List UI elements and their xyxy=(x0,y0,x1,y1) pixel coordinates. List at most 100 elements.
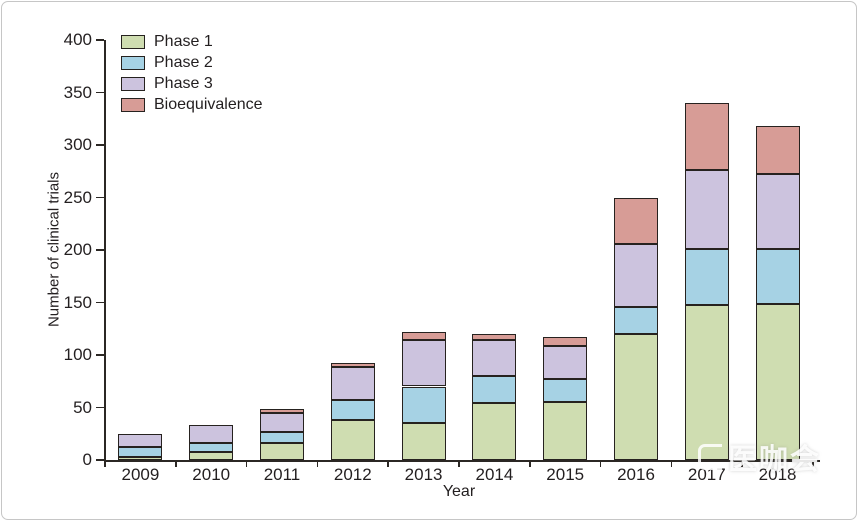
bar-segment xyxy=(189,451,234,460)
legend-swatch xyxy=(121,34,145,49)
x-tick xyxy=(316,460,319,467)
bar-segment xyxy=(543,379,588,403)
x-tick xyxy=(812,460,814,467)
legend-swatch xyxy=(121,97,145,112)
x-tick-label: 2016 xyxy=(617,465,655,484)
bar-segment xyxy=(614,197,658,244)
bar-segment xyxy=(401,331,446,341)
legend-item: Bioequivalence xyxy=(121,96,263,113)
legend-swatch xyxy=(121,76,145,91)
y-axis-line xyxy=(104,40,106,461)
x-tick-label: 2015 xyxy=(546,465,585,484)
watermark-text: 医咖会 xyxy=(728,444,822,476)
x-tick-label: 2011 xyxy=(263,465,301,484)
y-tick xyxy=(96,406,104,409)
y-tick-label: 200 xyxy=(63,240,92,259)
x-tick xyxy=(387,460,390,467)
y-axis-title: Number of clinical trials xyxy=(45,171,63,328)
bar-segment xyxy=(330,400,375,421)
y-tick xyxy=(96,301,104,304)
bar-segment xyxy=(189,443,234,452)
bar-segment xyxy=(755,248,800,304)
watermark: 医咖会 xyxy=(698,436,858,490)
watermark-logo-icon xyxy=(698,444,722,470)
legend-label: Phase 1 xyxy=(154,33,213,50)
bar-segment xyxy=(401,386,446,424)
legend-item: Phase 1 xyxy=(121,33,263,50)
x-tick-label: 2012 xyxy=(333,465,372,484)
x-tick-label: 2010 xyxy=(192,465,231,484)
bar-segment xyxy=(189,425,234,444)
x-tick-label: 2018 xyxy=(758,465,797,484)
y-tick xyxy=(96,144,104,146)
bar-segment xyxy=(684,248,729,305)
bar-segment xyxy=(614,243,658,307)
bar-segment xyxy=(755,174,800,249)
y-tick-label: 0 xyxy=(82,450,92,469)
y-tick-label: 400 xyxy=(63,30,92,49)
bar-segment xyxy=(684,103,729,171)
legend-swatch xyxy=(121,55,145,70)
y-tick xyxy=(96,91,104,94)
bar-segment xyxy=(118,456,163,460)
y-tick xyxy=(96,249,104,251)
bar-segment xyxy=(472,340,517,376)
bar-segment xyxy=(260,408,304,413)
x-tick xyxy=(741,460,744,467)
y-tick xyxy=(96,354,104,356)
bar-segment xyxy=(260,412,304,432)
x-tick xyxy=(599,460,602,467)
bar-segment xyxy=(614,334,658,460)
bar-segment xyxy=(401,340,446,387)
x-tick-label: 2009 xyxy=(121,465,160,484)
bar-segment xyxy=(330,366,375,401)
y-tick xyxy=(96,459,104,461)
bar-segment xyxy=(472,334,517,341)
bar-segment xyxy=(118,447,163,457)
bar-segment xyxy=(684,304,729,460)
bar-segment xyxy=(543,345,588,380)
x-tick-label: 2014 xyxy=(475,465,514,484)
x-tick xyxy=(458,460,460,467)
bar-segment xyxy=(543,337,588,346)
bar-segment xyxy=(543,402,588,460)
legend: Phase 1 Phase 2 Phase 3 Bioequivalence xyxy=(121,33,263,113)
bar-segment xyxy=(260,443,304,460)
y-tick xyxy=(96,39,104,41)
y-tick-label: 100 xyxy=(63,345,92,364)
legend-label: Phase 2 xyxy=(154,54,213,71)
y-tick-label: 350 xyxy=(63,82,92,102)
legend-label: Bioequivalence xyxy=(154,96,263,113)
x-tick xyxy=(670,460,673,467)
x-tick xyxy=(174,460,177,467)
x-tick-label: 2013 xyxy=(404,465,443,484)
bar-segment xyxy=(118,433,163,448)
bar-segment xyxy=(472,376,517,404)
x-axis-line xyxy=(104,459,820,462)
y-tick-label: 50 xyxy=(73,397,92,417)
y-tick-label: 300 xyxy=(63,135,92,154)
bar-segment xyxy=(755,126,800,175)
y-tick xyxy=(96,196,104,199)
y-tick-label: 250 xyxy=(63,187,92,207)
bar-segment xyxy=(401,423,446,460)
bar-segment xyxy=(330,420,375,460)
legend-label: Phase 3 xyxy=(154,75,213,92)
watermark-subtext-strip xyxy=(712,481,840,490)
x-tick xyxy=(104,460,106,467)
bar-segment xyxy=(755,303,800,460)
bar-segment xyxy=(684,170,729,249)
legend-item: Phase 3 xyxy=(121,75,263,92)
bar-segment xyxy=(614,306,658,334)
x-axis-title: Year xyxy=(442,483,476,500)
x-tick xyxy=(245,460,248,467)
x-tick xyxy=(528,460,531,467)
x-tick-label: 2017 xyxy=(687,465,726,484)
legend-item: Phase 2 xyxy=(121,54,263,71)
y-tick-label: 150 xyxy=(63,292,92,312)
bar-segment xyxy=(472,403,517,460)
bar-segment xyxy=(260,431,304,444)
bar-segment xyxy=(330,363,375,367)
